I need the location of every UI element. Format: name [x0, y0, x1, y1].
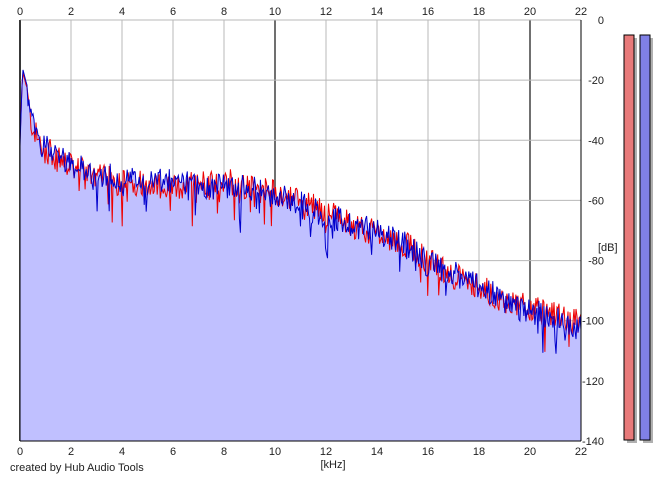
- credit-text: created by Hub Audio Tools: [10, 462, 144, 474]
- x-tick-label-top: 18: [473, 6, 485, 18]
- x-tick-label-bottom: 14: [371, 446, 383, 458]
- right-level-meter: [639, 34, 651, 441]
- y-tick-label: -40: [588, 135, 604, 147]
- y-tick-label: -60: [588, 195, 604, 207]
- x-tick-label-bottom: 8: [221, 446, 227, 458]
- y-tick-label: -120: [582, 376, 604, 388]
- x-tick-label-bottom: 12: [320, 446, 332, 458]
- y-tick-label: -20: [588, 75, 604, 87]
- y-tick-label: -140: [582, 436, 604, 448]
- x-tick-label-top: 0: [17, 6, 23, 18]
- x-tick-label-top: 12: [320, 6, 332, 18]
- x-tick-label-bottom: 16: [422, 446, 434, 458]
- x-tick-label-bottom: 22: [575, 446, 587, 458]
- axes: [19, 20, 582, 442]
- x-tick-label-top: 10: [269, 6, 281, 18]
- x-tick-label-bottom: 2: [68, 446, 74, 458]
- x-tick-label-bottom: 18: [473, 446, 485, 458]
- series-lines: [19, 69, 582, 354]
- x-tick-label-top: 8: [221, 6, 227, 18]
- x-tick-label-bottom: 20: [524, 446, 536, 458]
- x-tick-label-top: 6: [170, 6, 176, 18]
- spectrum-fill-area: [20, 69, 581, 442]
- x-tick-label-top: 14: [371, 6, 383, 18]
- x-tick-label-top: 2: [68, 6, 74, 18]
- x-tick-label-bottom: 0: [17, 446, 23, 458]
- y-tick-label: -80: [588, 256, 604, 268]
- x-tick-label-top: 4: [119, 6, 125, 18]
- level-meters: [623, 34, 653, 443]
- x-tick-label-bottom: 10: [269, 446, 281, 458]
- y-axis-label: [dB]: [598, 242, 618, 254]
- tick-labels: 002244668810101212141416161818202022220-…: [17, 6, 604, 458]
- x-tick-label-top: 20: [524, 6, 536, 18]
- x-axis-label: [kHz]: [320, 459, 345, 471]
- x-tick-label-bottom: 4: [119, 446, 125, 458]
- left-level-meter: [623, 34, 635, 441]
- right-channel-line: [19, 69, 582, 354]
- x-tick-label-top: 16: [422, 6, 434, 18]
- x-tick-label-top: 22: [575, 6, 587, 18]
- x-tick-label-bottom: 6: [170, 446, 176, 458]
- y-tick-label: 0: [598, 15, 604, 27]
- y-tick-label: -100: [582, 316, 604, 328]
